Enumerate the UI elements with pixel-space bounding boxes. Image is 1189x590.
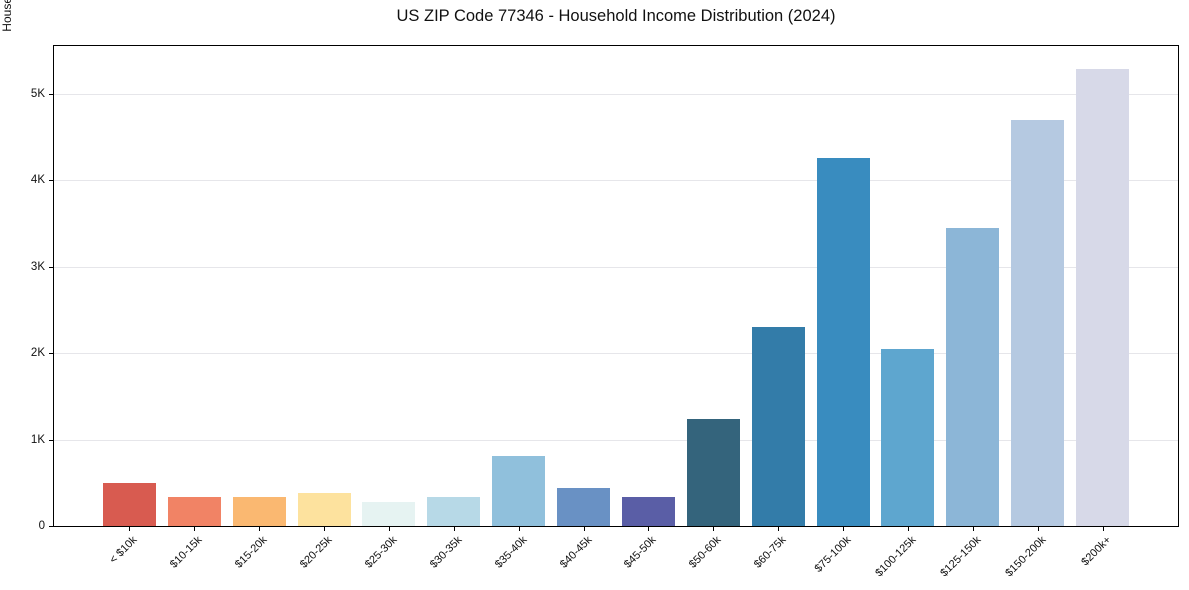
bar--40-45k: [557, 487, 611, 526]
bar--10k: [102, 482, 156, 526]
x-axis-tick: [129, 527, 131, 531]
chart-title: US ZIP Code 77346 - Household Income Dis…: [396, 7, 836, 25]
gridline: [54, 180, 1178, 182]
y-axis-tick: [49, 93, 53, 95]
gridline: [54, 439, 1178, 441]
bar--20-25k: [297, 492, 351, 526]
bar--30-35k: [427, 497, 481, 526]
bar--25-30k: [362, 501, 416, 526]
x-axis-tick: [907, 527, 909, 531]
y-tick-label: 2K: [30, 347, 45, 360]
bar--75-100k: [816, 158, 870, 526]
x-tick-label: < $10k: [107, 534, 140, 567]
bar--100-125k: [881, 348, 935, 526]
y-tick-label: 3K: [30, 260, 45, 273]
x-axis-tick: [518, 527, 520, 531]
x-axis-tick: [713, 527, 715, 531]
y-axis-tick: [49, 439, 53, 441]
plot-area: [53, 45, 1179, 527]
x-axis-tick: [972, 527, 974, 531]
y-tick-label: 5K: [30, 87, 45, 100]
bar--10-15k: [167, 497, 221, 526]
x-axis-tick: [1102, 527, 1104, 531]
bar--200k-: [1076, 69, 1130, 526]
y-tick-label: 4K: [30, 174, 45, 187]
x-axis-tick: [1037, 527, 1039, 531]
bar--45-50k: [621, 496, 675, 526]
x-axis-tick: [648, 527, 650, 531]
x-axis-tick: [324, 527, 326, 531]
bar--15-20k: [232, 496, 286, 526]
y-tick-label: 1K: [30, 433, 45, 446]
x-axis-tick: [453, 527, 455, 531]
x-axis-tick: [388, 527, 390, 531]
y-axis-tick: [49, 266, 53, 268]
gridline: [54, 266, 1178, 268]
y-axis-tick: [49, 353, 53, 355]
y-axis-tick: [49, 180, 53, 182]
bar--60-75k: [751, 327, 805, 526]
bar--150-200k: [1011, 119, 1065, 526]
bar--125-150k: [946, 227, 1000, 526]
x-axis-tick: [778, 527, 780, 531]
x-axis-tick: [194, 527, 196, 531]
y-axis-tick: [49, 526, 53, 527]
gridline: [54, 353, 1178, 355]
x-axis-tick: [843, 527, 845, 531]
x-axis-tick: [259, 527, 261, 531]
bar--35-40k: [492, 455, 546, 526]
bar--50-60k: [686, 418, 740, 526]
y-axis-label: Households: [0, 0, 14, 32]
gridline: [54, 93, 1178, 95]
y-tick-label: 0: [38, 520, 45, 532]
x-axis-tick: [583, 527, 585, 531]
